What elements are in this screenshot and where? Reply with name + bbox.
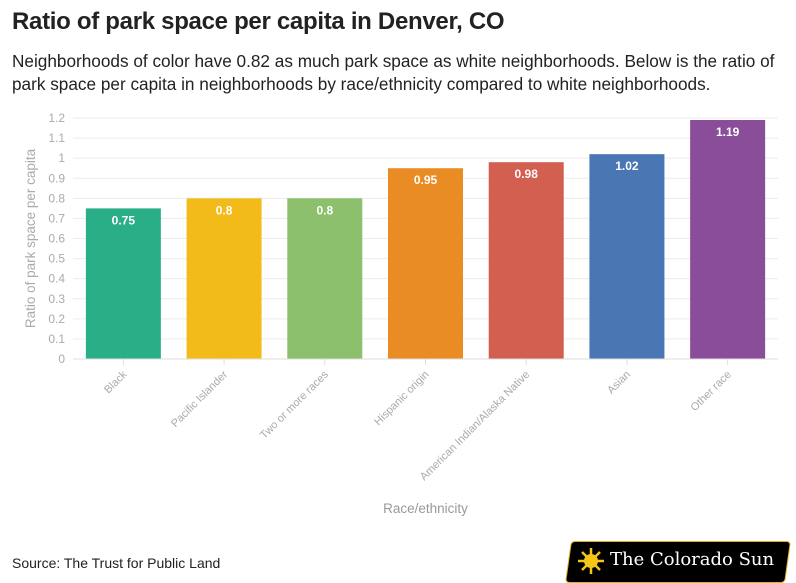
data-label: 1.19 — [716, 125, 740, 139]
y-tick-label: 0.2 — [48, 312, 65, 326]
x-tick-label: Black — [102, 368, 130, 396]
bar — [287, 198, 363, 359]
data-label: 0.98 — [515, 167, 539, 181]
source-note: Source: The Trust for Public Land — [12, 555, 221, 571]
y-axis-title: Ratio of park space per capita — [23, 148, 38, 328]
bar — [186, 198, 262, 359]
chart-subtitle: Neighborhoods of color have 0.82 as much… — [12, 51, 775, 94]
chart-title: Ratio of park space per capita in Denver… — [12, 8, 505, 35]
bar — [488, 162, 564, 359]
logo-text: The Colorado Sun — [610, 549, 775, 570]
bar — [388, 168, 463, 359]
data-label: 1.02 — [615, 159, 639, 173]
data-label: 0.8 — [216, 203, 233, 217]
x-tick-label: Pacific Islander — [169, 368, 230, 429]
bar — [589, 154, 665, 359]
y-tick-label: 1.1 — [48, 131, 65, 145]
y-tick-label: 0.6 — [48, 232, 65, 246]
y-tick-label: 0.9 — [48, 171, 65, 185]
x-axis-title: Race/ethnicity — [383, 501, 468, 516]
x-tick-label: Hispanic origin — [372, 369, 432, 429]
y-tick-label: 0.1 — [48, 332, 65, 346]
data-label: 0.8 — [316, 203, 333, 217]
x-tick-label: American Indian/Alaska Native — [418, 369, 532, 483]
y-tick-label: 0.8 — [48, 191, 65, 205]
x-tick-label: Other race — [689, 369, 734, 414]
bar-chart: 0 0.1 0.2 0.3 0.4 0.5 0.6 0.7 0.8 0.9 1 1.1 1.2 Ratio… — [23, 111, 778, 516]
data-label: 0.75 — [112, 213, 136, 227]
data-label: 0.95 — [414, 173, 438, 187]
bar — [85, 208, 161, 359]
bar — [690, 120, 766, 359]
y-tick-label: 0.4 — [48, 272, 65, 286]
sun-icon — [578, 548, 604, 574]
x-tick-label: Two or more races — [258, 368, 331, 441]
y-tick-label: 1 — [58, 151, 65, 165]
y-tick-label: 1.2 — [48, 111, 65, 125]
y-tick-label: 0.3 — [48, 292, 65, 306]
y-tick-label: 0.5 — [48, 252, 65, 266]
y-tick-label: 0 — [58, 352, 65, 366]
y-tick-label: 0.7 — [48, 211, 65, 225]
x-tick-label: Asian — [605, 369, 633, 397]
